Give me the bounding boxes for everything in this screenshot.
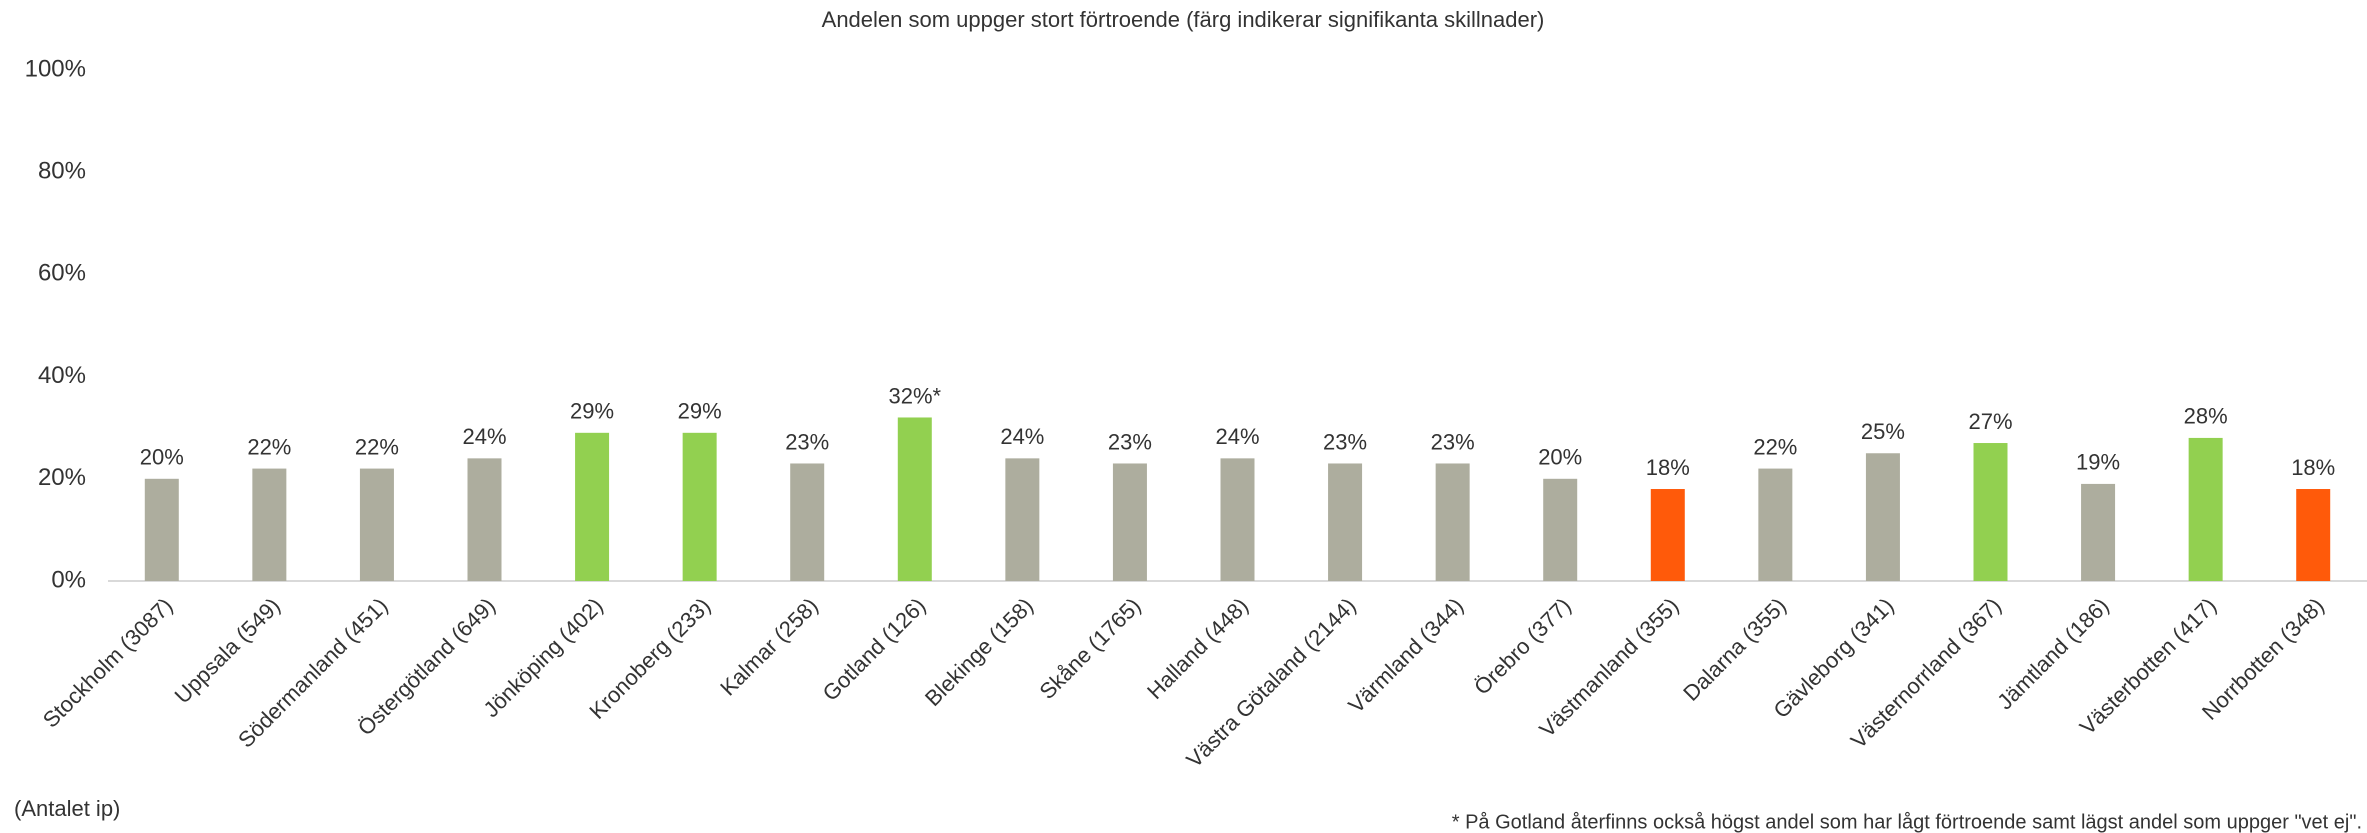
value-label: 19% <box>2076 450 2120 475</box>
value-label: 28% <box>2184 404 2228 429</box>
y-tick-label: 20% <box>38 464 86 491</box>
footnote: * På Gotland återfinns också högst andel… <box>1452 811 2362 833</box>
bar <box>1112 463 1147 581</box>
value-label: 20% <box>140 445 184 470</box>
x-tick-label: Jämtland (186) <box>1992 593 2113 714</box>
bar <box>1758 468 1793 581</box>
y-tick-label: 60% <box>38 260 86 287</box>
value-label: 23% <box>1323 429 1367 454</box>
value-label: 18% <box>1646 455 1690 480</box>
value-label: 29% <box>570 399 614 424</box>
bar <box>2081 483 2116 581</box>
value-label: 25% <box>1861 419 1905 444</box>
chart-title: Andelen som uppger stort förtroende (fär… <box>822 7 1545 32</box>
bar <box>467 458 502 581</box>
bar <box>2188 437 2223 581</box>
y-tick-label: 40% <box>38 362 86 389</box>
bar <box>1650 489 1685 581</box>
bar <box>359 468 394 581</box>
y-tick-label: 0% <box>51 566 86 593</box>
value-label: 22% <box>247 434 291 459</box>
value-label: 23% <box>1431 429 1475 454</box>
value-label: 18% <box>2291 455 2335 480</box>
bar <box>897 417 932 581</box>
bar <box>252 468 287 581</box>
bar <box>1220 458 1255 581</box>
value-label: 24% <box>1000 424 1044 449</box>
bar <box>144 478 179 581</box>
x-tick-label: Gotland (126) <box>818 593 931 706</box>
value-label: 22% <box>1753 434 1797 459</box>
x-tick-label: Skåne (1765) <box>1034 593 1145 704</box>
bar <box>682 432 717 581</box>
x-tick-label: Stockholm (3087) <box>38 593 178 733</box>
bar <box>1328 463 1363 581</box>
bar <box>1973 443 2008 581</box>
value-label: 23% <box>785 429 829 454</box>
x-tick-label: Uppsala (549) <box>170 593 285 708</box>
value-label: 20% <box>1538 445 1582 470</box>
x-tick-label: Dalarna (355) <box>1678 593 1791 706</box>
x-note: (Antalet ip) <box>14 796 120 821</box>
x-tick-label: Kalmar (258) <box>715 593 823 701</box>
value-label: 23% <box>1108 429 1152 454</box>
bar <box>1865 453 1900 581</box>
bar <box>1543 478 1578 581</box>
y-tick-label: 100% <box>25 55 86 82</box>
value-label: 29% <box>678 399 722 424</box>
bar <box>575 432 610 581</box>
bar <box>1435 463 1470 581</box>
x-tick-label: Blekinge (158) <box>920 593 1038 711</box>
x-tick-label: Värmland (344) <box>1343 593 1468 718</box>
value-label: 24% <box>462 424 506 449</box>
value-label: 32%* <box>888 383 941 408</box>
y-tick-label: 80% <box>38 158 86 185</box>
x-tick-label: Örebro (377) <box>1469 593 1576 700</box>
bar <box>2296 489 2331 581</box>
bar <box>790 463 825 581</box>
x-tick-label: Halland (448) <box>1142 593 1253 704</box>
bar <box>1005 458 1040 581</box>
value-label: 24% <box>1215 424 1259 449</box>
value-label: 27% <box>1968 409 2012 434</box>
value-label: 22% <box>355 434 399 459</box>
